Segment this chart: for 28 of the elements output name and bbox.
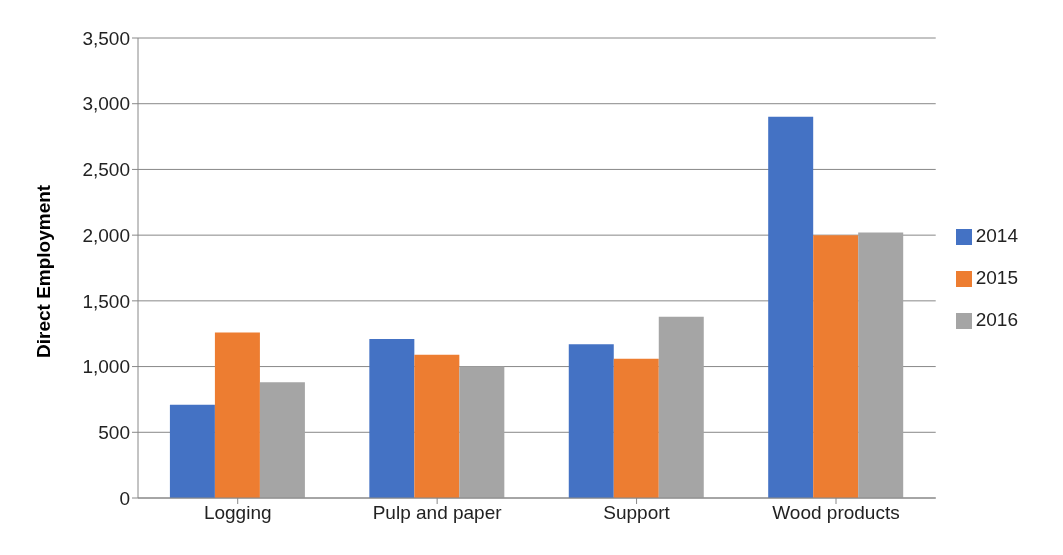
x-tick-label: Wood products [772, 502, 900, 524]
y-tick-label: 2,000 [82, 224, 130, 246]
x-tick-label: Support [603, 502, 671, 524]
bar [613, 358, 659, 498]
x-tick-label: Logging [203, 502, 272, 524]
bar [369, 338, 415, 498]
bar [813, 235, 859, 498]
x-tick-label: Pulp and paper [372, 502, 503, 524]
bar [169, 404, 215, 498]
y-axis-title: Direct Employment [32, 184, 54, 358]
y-tick-label: 3,500 [82, 27, 130, 49]
legend-label: 2014 [975, 225, 1018, 246]
y-tick-label: 1,500 [82, 290, 130, 312]
bar [858, 232, 904, 498]
bar [568, 344, 614, 498]
bar [658, 316, 704, 498]
legend-label: 2015 [975, 267, 1018, 288]
bar [768, 116, 814, 498]
y-tick-label: 2,500 [82, 159, 130, 181]
bar [459, 366, 505, 498]
bar [414, 354, 460, 498]
bar [214, 332, 260, 498]
y-tick-label: 500 [98, 422, 130, 444]
legend-label: 2016 [975, 309, 1018, 330]
y-tick-label: 0 [119, 487, 130, 509]
bar [259, 382, 305, 498]
y-tick-label: 3,000 [82, 93, 130, 115]
y-tick-label: 1,000 [82, 356, 130, 378]
